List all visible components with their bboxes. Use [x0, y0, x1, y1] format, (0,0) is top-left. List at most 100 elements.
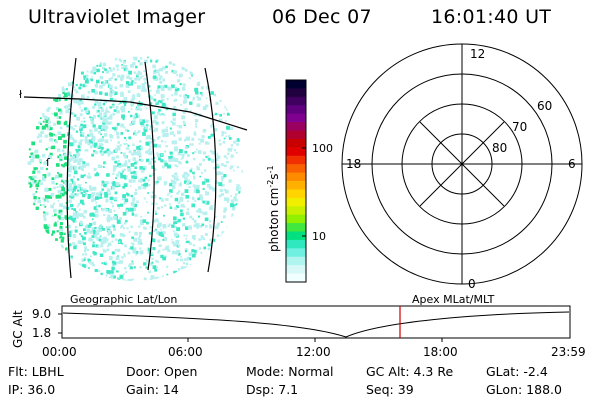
colorbar-swatch — [286, 181, 306, 191]
aurora-pixel — [107, 149, 111, 154]
aurora-pixel — [125, 69, 127, 72]
aurora-pixel — [108, 192, 111, 196]
aurora-pixel — [194, 186, 197, 190]
aurora-pixel — [100, 106, 103, 109]
aurora-pixel — [74, 165, 77, 169]
aurora-pixel — [175, 146, 178, 150]
aurora-pixel — [79, 233, 81, 235]
aurora-pixel — [47, 200, 50, 203]
aurora-pixel — [120, 123, 125, 128]
aurora-pixel — [184, 250, 187, 253]
aurora-pixel — [209, 225, 213, 229]
aurora-pixel — [159, 78, 162, 81]
aurora-pixel — [37, 170, 41, 174]
aurora-pixel — [139, 62, 143, 66]
aurora-pixel — [80, 165, 82, 168]
aurora-pixel — [159, 277, 164, 281]
aurora-pixel — [182, 83, 186, 87]
info-dsp: Dsp: 7.1 — [246, 382, 299, 397]
aurora-pixel — [101, 262, 104, 265]
aurora-pixel — [87, 175, 92, 179]
aurora-pixel — [151, 202, 154, 205]
aurora-pixel — [89, 255, 92, 258]
aurora-pixel — [35, 190, 38, 193]
aurora-pixel — [161, 98, 164, 101]
aurora-pixel — [47, 226, 50, 229]
aurora-pixel — [199, 225, 203, 228]
aurora-pixel — [148, 161, 152, 165]
aurora-pixel — [123, 253, 126, 255]
aurora-pixel — [120, 172, 123, 176]
aurora-pixel — [49, 137, 53, 142]
aurora-pixel — [73, 139, 77, 143]
aurora-pixel — [136, 93, 141, 98]
aurora-pixel — [101, 180, 105, 184]
aurora-pixel — [93, 206, 98, 210]
aurora-pixel — [101, 183, 104, 187]
aurora-pixel — [195, 91, 199, 95]
latitude-line — [23, 96, 248, 131]
aurora-pixel — [162, 224, 165, 227]
aurora-pixel — [218, 139, 221, 142]
aurora-pixel — [47, 120, 51, 124]
aurora-pixel — [197, 150, 202, 154]
aurora-pixel — [111, 202, 114, 205]
aurora-pixel — [130, 171, 133, 175]
aurora-pixel — [80, 71, 84, 75]
aurora-pixel — [83, 75, 87, 79]
aurora-pixel — [111, 90, 115, 94]
aurora-pixel — [59, 111, 63, 115]
aurora-pixel — [196, 167, 200, 171]
aurora-pixel — [154, 77, 159, 81]
aurora-pixel — [67, 151, 72, 156]
aurora-pixel — [146, 260, 149, 263]
aurora-pixel — [210, 133, 214, 137]
aurora-pixel — [96, 171, 98, 174]
aurora-pixel — [163, 214, 165, 217]
aurora-pixel — [29, 185, 32, 188]
info-glon: GLon: 188.0 — [486, 382, 562, 397]
aurora-pixel — [115, 155, 119, 159]
aurora-pixel — [59, 189, 64, 194]
aurora-pixel — [101, 208, 105, 212]
aurora-pixel — [104, 128, 108, 132]
aurora-pixel — [144, 73, 148, 76]
aurora-pixel — [130, 108, 133, 110]
aurora-pixel — [154, 228, 157, 231]
aurora-pixel — [193, 175, 196, 178]
aurora-pixel — [100, 146, 104, 150]
aurora-pixel — [69, 231, 72, 234]
aurora-pixel — [63, 232, 66, 235]
aurora-pixel — [47, 106, 51, 110]
aurora-pixel — [216, 165, 220, 169]
info-gain: Gain: 14 — [126, 382, 179, 397]
aurora-pixel — [205, 190, 207, 193]
aurora-pixel — [74, 170, 78, 175]
aurora-pixel — [194, 119, 199, 123]
aurora-pixel — [119, 84, 124, 88]
aurora-pixel — [154, 212, 158, 215]
aurora-pixel — [54, 177, 57, 180]
aurora-pixel — [53, 202, 56, 205]
aurora-pixel — [108, 216, 113, 221]
aurora-pixel — [33, 167, 37, 171]
aurora-pixel — [138, 238, 142, 243]
aurora-pixel — [161, 199, 164, 202]
aurora-pixel — [173, 70, 177, 74]
aurora-pixel — [60, 216, 65, 221]
aurora-pixel — [101, 143, 104, 146]
aurora-pixel — [137, 85, 141, 90]
aurora-pixel — [219, 143, 222, 146]
aurora-pixel — [85, 149, 89, 152]
aurora-pixel — [200, 86, 204, 90]
aurora-pixel — [134, 213, 138, 217]
aurora-pixel — [88, 185, 92, 188]
aurora-pixel — [57, 131, 62, 136]
aurora-pixel — [131, 202, 135, 207]
aurora-pixel — [124, 160, 128, 163]
aurora-pixel — [179, 196, 184, 201]
aurora-pixel — [207, 183, 211, 188]
aurora-pixel — [57, 93, 61, 97]
aurora-pixel — [143, 262, 147, 266]
colorbar-tick-label: 10 — [312, 230, 326, 243]
